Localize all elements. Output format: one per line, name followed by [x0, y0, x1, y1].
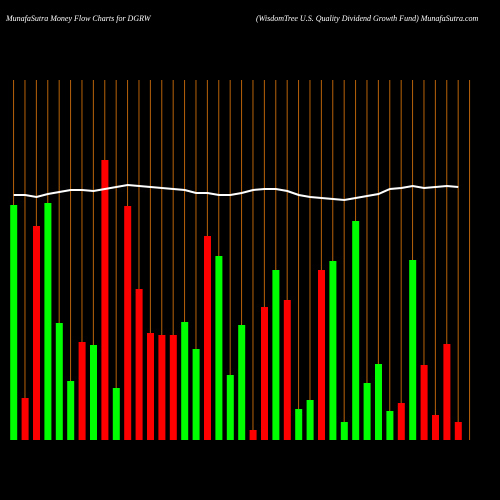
bar — [55, 323, 63, 440]
bar — [192, 349, 200, 440]
bar — [340, 422, 348, 440]
bar — [249, 430, 257, 440]
money-flow-line — [13, 183, 459, 202]
bar — [44, 203, 52, 440]
bar — [10, 205, 18, 440]
bar — [329, 261, 337, 440]
bar — [375, 364, 382, 440]
bar — [397, 403, 405, 440]
bar — [215, 256, 223, 440]
bar — [363, 383, 371, 440]
bar — [169, 335, 177, 440]
bar — [33, 226, 40, 440]
bar — [283, 300, 291, 440]
bar — [386, 411, 394, 440]
bar — [318, 270, 325, 440]
bar — [295, 409, 303, 440]
bar — [67, 381, 75, 440]
bar — [409, 260, 417, 440]
bar — [306, 400, 314, 440]
bar — [204, 236, 211, 440]
bar — [226, 375, 234, 440]
bar — [158, 335, 166, 440]
bar — [352, 221, 360, 440]
bar — [432, 415, 439, 440]
bar — [272, 270, 280, 440]
bar — [238, 325, 246, 440]
chart-subtitle: (WisdomTree U.S. Quality Dividend Growth… — [256, 14, 479, 23]
chart-title: MunafaSutra Money Flow Charts for DGRW — [5, 14, 152, 23]
bar — [135, 289, 143, 440]
bar — [443, 344, 451, 440]
bar — [454, 422, 462, 440]
bar — [112, 388, 120, 440]
bar — [78, 342, 86, 440]
bar — [21, 398, 29, 440]
bar — [420, 365, 428, 440]
bar — [90, 345, 97, 440]
bar — [101, 160, 109, 440]
bar — [181, 322, 189, 440]
bar — [261, 307, 268, 440]
bar — [147, 333, 154, 440]
bar — [124, 206, 132, 440]
